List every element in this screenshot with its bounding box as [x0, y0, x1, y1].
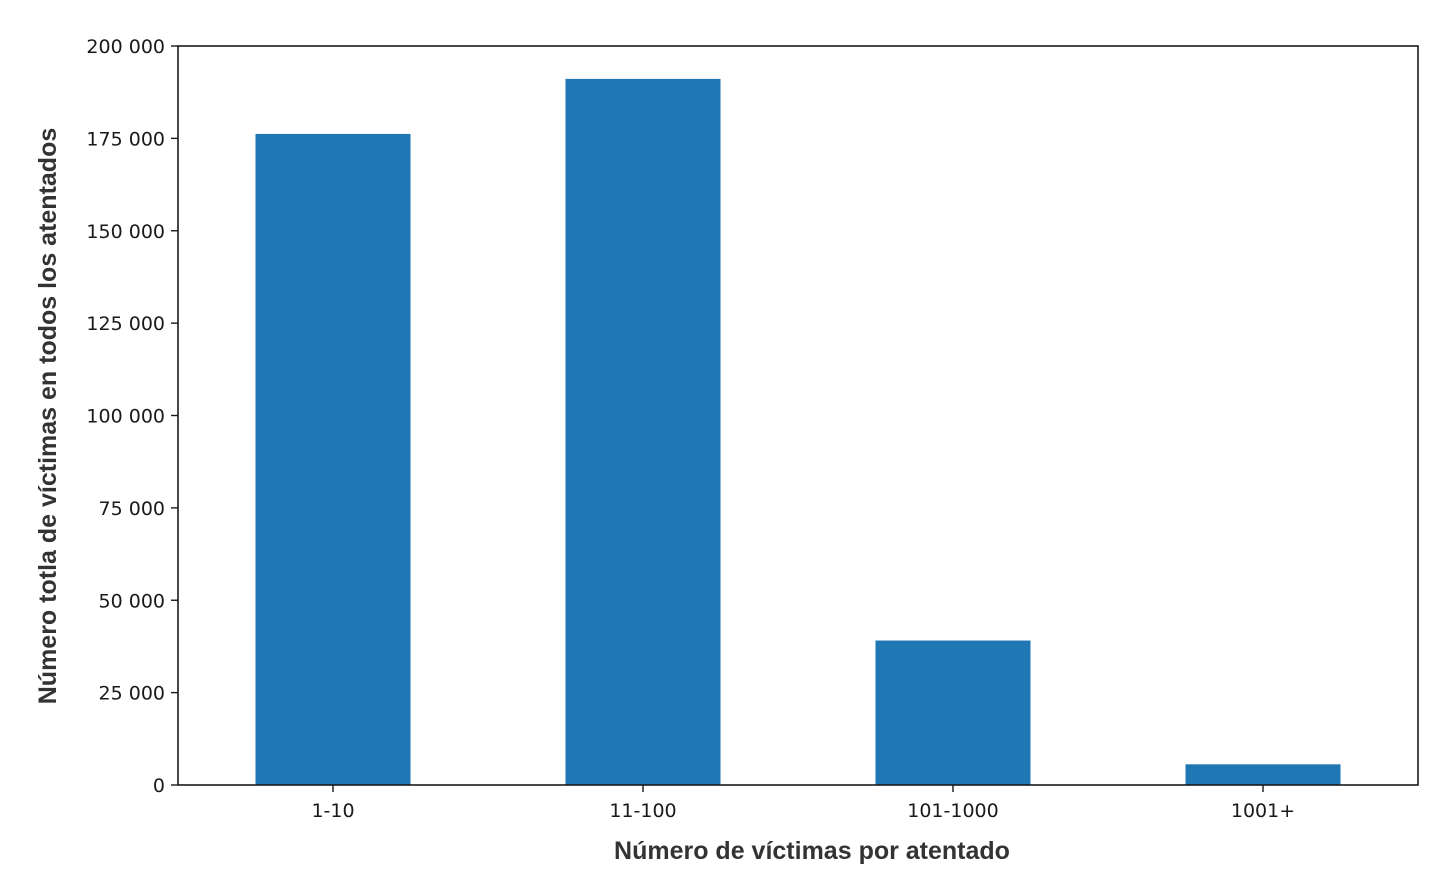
x-tick-label: 101-1000 [907, 800, 998, 822]
y-tick-label: 175 000 [86, 128, 165, 150]
bars-layer [255, 78, 1341, 785]
y-tick-label: 75 000 [99, 498, 165, 520]
y-tick-label: 125 000 [86, 313, 165, 335]
y-tick-label: 200 000 [86, 36, 165, 58]
plot-frame [177, 45, 1419, 786]
y-tick-label: 100 000 [86, 406, 165, 428]
bar-11-100 [565, 78, 721, 785]
bar-101-1000 [875, 640, 1031, 785]
bar-1001+ [1185, 764, 1341, 785]
bar-1-10 [255, 133, 411, 785]
x-tick-label: 1-10 [311, 800, 354, 822]
y-tick-label: 150 000 [86, 221, 165, 243]
x-tick-label: 1001+ [1231, 800, 1295, 822]
y-tick-label: 0 [153, 775, 165, 797]
x-tick-label: 11-100 [609, 800, 676, 822]
x-axis: 1-10 11-100 101-1000 1001+ [311, 785, 1295, 822]
x-axis-title: Número de víctimas por atentado [614, 837, 1010, 865]
y-axis-title: Número totla de víctimas en todos los at… [34, 128, 62, 705]
y-tick-label: 50 000 [99, 590, 165, 612]
y-axis: 0 25 000 50 000 75 000 100 000 125 000 150 000… [86, 36, 178, 797]
y-tick-label: 25 000 [99, 683, 165, 705]
